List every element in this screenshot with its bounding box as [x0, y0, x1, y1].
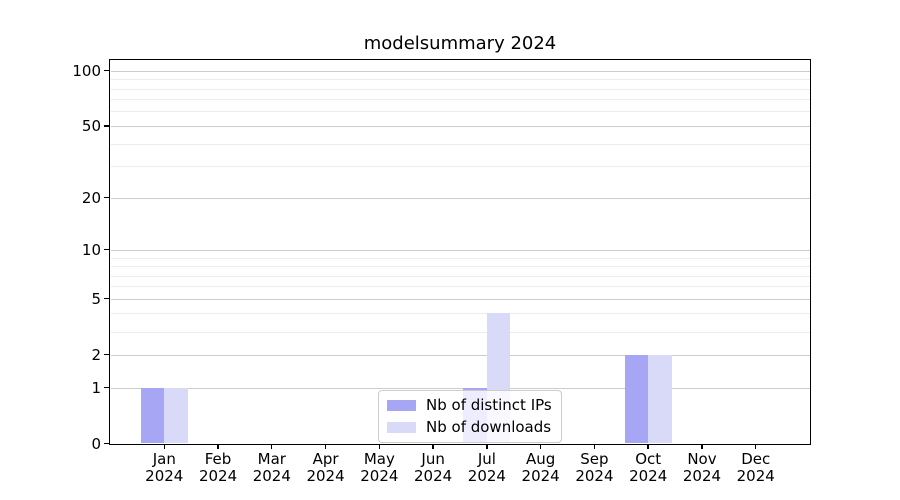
gridline-minor	[110, 257, 810, 259]
gridline-major	[110, 125, 810, 127]
gridline-minor	[110, 111, 810, 113]
legend-label: Nb of distinct IPs	[426, 396, 552, 414]
x-tick-mark	[539, 444, 542, 449]
bar-nb-of-downloads	[648, 354, 672, 444]
x-tick-mark	[163, 444, 165, 449]
legend-swatch-icon	[387, 421, 416, 433]
gridline-minor	[110, 99, 810, 101]
gridline-major	[110, 249, 810, 251]
gridline-minor	[110, 79, 810, 81]
x-tick-mark	[432, 444, 434, 449]
x-tick-mark	[217, 444, 219, 449]
gridline-major	[110, 354, 810, 356]
gridline-minor	[110, 266, 810, 267]
x-tick-mark	[593, 444, 596, 449]
legend-item: Nb of distinct IPs	[387, 396, 552, 414]
gridline-minor	[110, 88, 810, 90]
gridline-major	[110, 197, 810, 199]
gridline-minor	[110, 143, 810, 145]
gridline-major	[110, 387, 810, 389]
y-tick-mark	[104, 442, 110, 445]
x-tick-label: Mar 2024	[252, 450, 291, 485]
gridline-major	[110, 298, 810, 300]
y-tick-label: 0	[91, 434, 101, 453]
y-tick-mark	[104, 386, 110, 389]
x-tick-label: Aug 2024	[521, 450, 560, 485]
gridline-minor	[110, 313, 810, 315]
chart-title: modelsummary 2024	[363, 33, 557, 54]
x-tick-label: May 2024	[360, 450, 399, 485]
x-tick-label: Apr 2024	[306, 450, 345, 485]
x-tick-mark	[647, 444, 649, 449]
x-tick-mark	[378, 444, 381, 449]
legend: Nb of distinct IPs Nb of downloads	[378, 390, 562, 443]
y-tick-label: 50	[81, 116, 101, 135]
bar-nb-of-downloads	[164, 387, 188, 444]
y-tick-label: 10	[81, 240, 101, 259]
y-tick-mark	[104, 354, 110, 356]
y-tick-mark	[104, 249, 110, 251]
x-tick-label: Feb 2024	[198, 450, 238, 485]
x-tick-label: Dec 2024	[736, 450, 775, 485]
y-tick-mark	[104, 298, 110, 300]
y-tick-label: 2	[91, 345, 101, 364]
y-tick-mark	[104, 196, 110, 199]
y-tick-label: 100	[72, 61, 101, 80]
x-tick-label: Oct 2024	[629, 450, 668, 485]
x-tick-label: Sep 2024	[575, 450, 614, 485]
legend-label: Nb of downloads	[426, 418, 552, 436]
gridline-minor	[110, 331, 810, 333]
legend-swatch-icon	[387, 399, 416, 411]
y-tick-label: 20	[81, 188, 101, 207]
x-tick-label: Jan 2024	[145, 450, 184, 485]
gridline-minor	[110, 275, 810, 277]
gridline-minor	[110, 166, 810, 168]
x-tick-mark	[755, 444, 757, 449]
x-tick-mark	[486, 444, 488, 449]
x-tick-label: Jun 2024	[414, 450, 453, 485]
bar-nb-of-distinct-ips	[140, 387, 165, 444]
x-tick-mark	[701, 444, 703, 449]
x-tick-mark	[271, 444, 273, 449]
gridline-minor	[110, 286, 810, 288]
legend-item: Nb of downloads	[387, 418, 552, 436]
y-tick-mark	[104, 69, 110, 72]
x-tick-mark	[324, 444, 327, 449]
x-tick-label: Jul 2024	[467, 450, 506, 485]
y-tick-mark	[104, 125, 110, 127]
y-tick-label: 5	[91, 289, 101, 308]
bar-nb-of-distinct-ips	[624, 354, 649, 444]
y-tick-label: 1	[91, 378, 101, 397]
gridline-major	[110, 70, 810, 72]
x-tick-label: Nov 2024	[682, 450, 722, 485]
